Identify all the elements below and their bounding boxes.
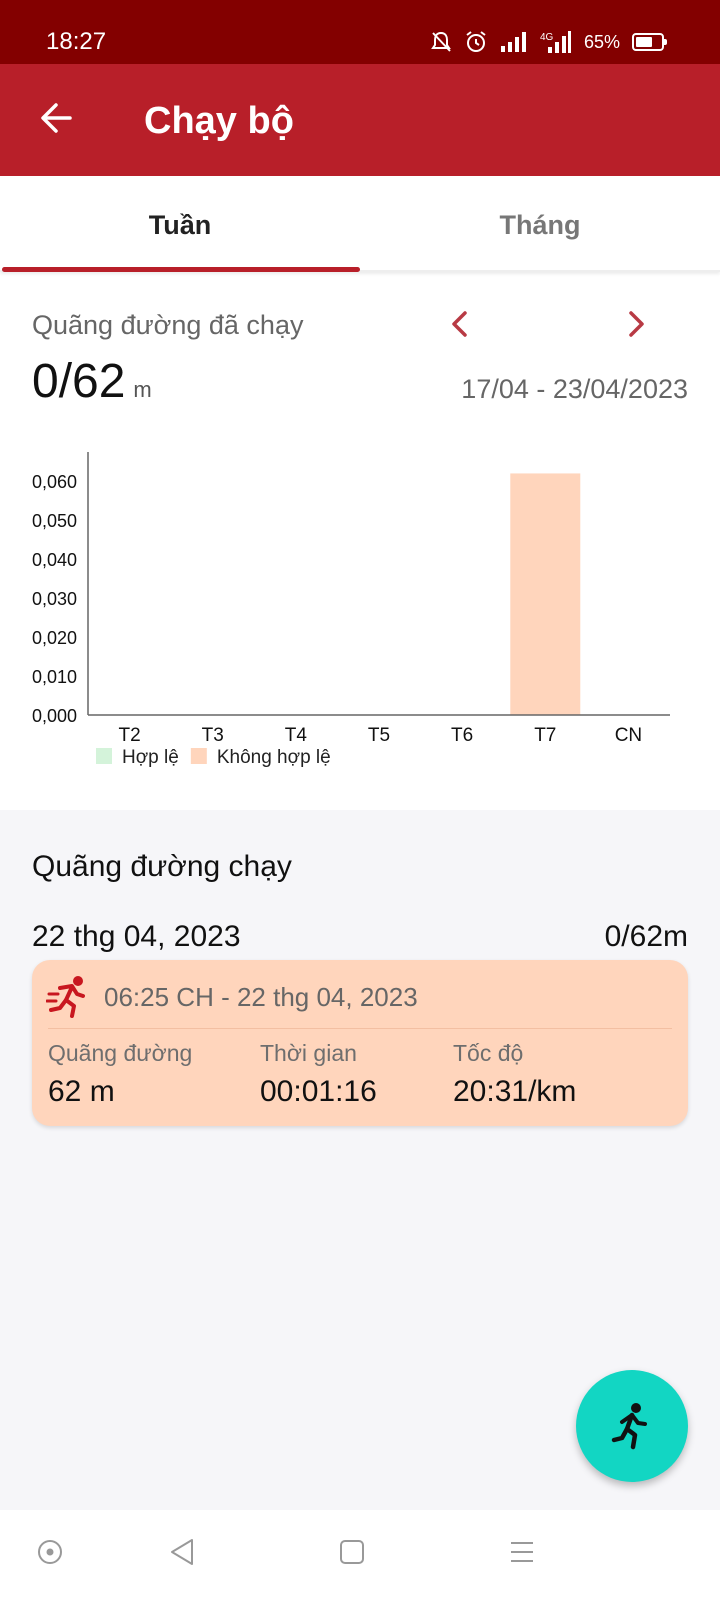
tab-week[interactable]: Tuần [148, 209, 212, 240]
chevron-left-icon [452, 311, 467, 337]
run-stat-duration: Thời gian 00:01:16 [260, 1040, 377, 1109]
legend-swatch [96, 748, 112, 764]
status-time: 18:27 [46, 28, 107, 55]
arrow-left-icon [41, 103, 72, 133]
day-header-total: 0/62m [604, 920, 688, 953]
x-tick-label: T5 [368, 725, 390, 746]
4g-signal-icon: 4G [540, 31, 571, 53]
distance-value: 0/62 [32, 355, 126, 408]
battery-percentage: 65% [583, 31, 620, 52]
stat-label: Tốc độ [453, 1040, 524, 1066]
y-tick-label: 0,060 [32, 472, 77, 492]
system-back-button[interactable] [160, 1530, 204, 1574]
page-title: Chạy bộ [144, 100, 294, 142]
chevron-right-icon [629, 311, 644, 337]
legend-label: Hợp lệ [122, 747, 179, 768]
y-tick-label: 0,000 [32, 706, 77, 726]
run-stat-pace: Tốc độ 20:31/km [453, 1040, 576, 1109]
y-tick-label: 0,030 [32, 589, 77, 609]
distance-unit: m [133, 377, 152, 402]
y-tick-label: 0,020 [32, 628, 77, 648]
y-tick-label: 0,040 [32, 550, 77, 570]
mute-icon [431, 31, 451, 52]
x-axis-ticks: T2 T3 T4 T5 T6 T7 CN [118, 725, 642, 746]
app-bar: Chạy bộ [0, 64, 720, 176]
assistant-icon [38, 1540, 62, 1564]
y-tick-label: 0,050 [32, 511, 77, 531]
run-card-divider [48, 1028, 672, 1029]
day-header-date: 22 thg 04, 2023 [32, 920, 241, 953]
distance-summary-label: Quãng đường đã chạy [32, 310, 304, 340]
status-bar: 18:27 4G 65% [0, 0, 720, 64]
back-triangle-icon [171, 1539, 193, 1565]
chart-bars [510, 473, 581, 715]
y-tick-label: 0,010 [32, 667, 77, 687]
run-timestamp: 06:25 CH - 22 thg 04, 2023 [104, 982, 418, 1012]
x-tick-label: CN [615, 725, 642, 746]
alarm-icon [466, 31, 486, 52]
assistant-button[interactable] [28, 1530, 72, 1574]
stat-value: 62 m [48, 1075, 115, 1108]
x-tick-label: T6 [451, 725, 473, 746]
run-card[interactable]: 06:25 CH - 22 thg 04, 2023 Quãng đường 6… [32, 960, 688, 1126]
signal-icon [500, 32, 526, 52]
svg-text:4G: 4G [540, 32, 554, 43]
legend-swatch [190, 748, 207, 764]
section-title: Quãng đường chạy [32, 850, 292, 883]
system-menu-button[interactable] [500, 1530, 544, 1574]
x-tick-label: T4 [285, 725, 308, 746]
status-icons: 4G 65% [430, 30, 667, 54]
date-range: 17/04 - 23/04/2023 [461, 374, 688, 404]
tab-month[interactable]: Tháng [499, 209, 581, 240]
stat-value: 20:31/km [453, 1075, 577, 1108]
legend-label: Không hợp lệ [217, 747, 331, 768]
tab-bar: Tuần Tháng [0, 178, 720, 272]
weekly-distance-chart: 0,000 0,010 0,020 0,030 0,040 0,050 0,060 T2 T3… [32, 452, 670, 768]
home-square-icon [340, 1540, 364, 1564]
running-person-icon [46, 976, 85, 1018]
x-tick-label: T7 [534, 725, 556, 746]
stat-value: 00:01:16 [260, 1075, 377, 1108]
distance-summary-value: 0/62 m [32, 354, 152, 409]
run-stat-distance: Quãng đường 62 m [48, 1040, 192, 1109]
system-home-button[interactable] [330, 1530, 374, 1574]
run-list-section: Quãng đường chạy 22 thg 04, 2023 0/62m 0… [0, 810, 720, 1510]
next-week-button[interactable] [614, 302, 658, 346]
stat-label: Quãng đường [48, 1040, 193, 1066]
system-navigation-bar [0, 1510, 720, 1600]
tab-indicator [2, 267, 360, 272]
previous-week-button[interactable] [438, 302, 482, 346]
running-person-icon [611, 1403, 647, 1450]
menu-lines-icon [511, 1542, 533, 1562]
bar-T7 [510, 473, 581, 715]
x-tick-label: T3 [202, 725, 224, 746]
x-tick-label: T2 [118, 725, 140, 746]
chart-legend: Hợp lệ Không hợp lệ [96, 747, 331, 768]
battery-level [636, 37, 652, 47]
battery-icon [632, 33, 667, 51]
start-run-button[interactable] [576, 1370, 688, 1482]
stat-label: Thời gian [260, 1040, 357, 1066]
y-axis-ticks: 0,000 0,010 0,020 0,030 0,040 0,050 0,060 [32, 472, 77, 726]
back-button[interactable] [32, 94, 80, 142]
